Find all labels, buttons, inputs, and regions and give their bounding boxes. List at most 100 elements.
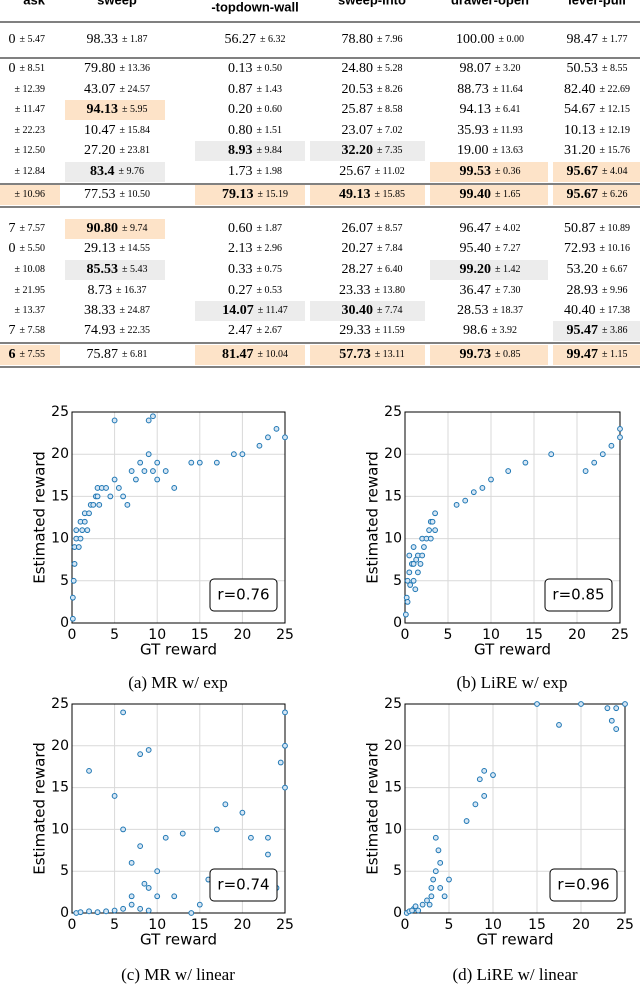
scatter-point [69, 615, 76, 622]
scatter-point [556, 722, 562, 728]
scatter-point [128, 901, 135, 908]
y-tick-label: 20 [51, 446, 69, 462]
table-cell: 94.13 ± 6.41 [460, 102, 521, 117]
x-axis-label: GT reward [477, 931, 554, 949]
scatter-point [426, 527, 432, 534]
cell-std: ± 3.92 [492, 325, 518, 336]
cell-mean: 40.40 [564, 303, 596, 318]
scatter-point [428, 885, 435, 891]
plot-frame [71, 411, 286, 624]
table-cell: 98.47 ± 1.77 [567, 32, 628, 47]
scatter-point [239, 809, 246, 816]
table-cell: 56.27 ± 6.32 [225, 32, 286, 47]
scatter-point [111, 476, 118, 483]
cell-std: ± 13.63 [493, 145, 524, 156]
table-cell: 10.47 ± 15.84 [84, 123, 150, 138]
scatter-point [94, 909, 101, 916]
cell-std: ± 6.81 [122, 349, 148, 360]
scatter-point [239, 451, 246, 458]
scatter-point [69, 594, 76, 601]
cell-highlight [553, 185, 640, 205]
table-cell: 90.80 ± 9.74 [87, 221, 148, 236]
caption: (a) MR w/ exp [128, 673, 228, 692]
cell-std: ± 8.55 [602, 63, 628, 74]
scatter-point [476, 776, 483, 783]
scatter-point [409, 907, 415, 914]
y-tick-label: 10 [384, 821, 402, 837]
scatter-point [77, 535, 84, 542]
cell-std: ± 3.86 [602, 325, 628, 336]
scatter-point [410, 561, 417, 567]
cell-std: ± 22.69 [600, 84, 631, 95]
scatter-point [282, 784, 288, 791]
scatter-point [462, 497, 469, 504]
scatter-point [137, 843, 144, 850]
scatter-point [578, 701, 584, 707]
cell-std: ± 7.35 [377, 145, 403, 156]
x-tick-label: 15 [191, 627, 209, 643]
scatter-point [415, 569, 421, 576]
y-tick-label: 20 [384, 738, 402, 754]
cell-std: ± 24.87 [120, 305, 151, 316]
x-tick-label: 15 [528, 917, 546, 933]
cell-mean: 0.27 [228, 283, 253, 298]
cell-mean: 26.07 [342, 221, 374, 236]
cell-std: ± 0.53 [257, 285, 283, 296]
scatter-point [427, 535, 434, 542]
scatter-point [196, 459, 203, 466]
y-axis-label: Estimated reward [364, 451, 382, 584]
scatter-point [410, 544, 417, 550]
table-cell: 83.4 ± 9.76 [90, 164, 144, 179]
y-axis-label: Estimated reward [364, 742, 382, 875]
y-tick-label: 15 [384, 488, 402, 504]
cell-mean: 56.27 [225, 32, 257, 47]
scatter-point [412, 903, 419, 910]
cell-mean: 35.93 [457, 123, 489, 138]
cell-std: ± 8.51 [20, 63, 46, 74]
scatter-point [77, 909, 84, 916]
x-tick-label: 5 [110, 917, 119, 933]
scatter-point [613, 726, 620, 732]
cell-highlight [553, 321, 640, 341]
cell-std: ± 18.37 [493, 305, 524, 316]
cell-highlight [65, 260, 165, 280]
y-tick-label: 25 [51, 404, 69, 420]
table-cell: 31.20 ± 15.76 [564, 143, 630, 158]
scatter-point [430, 876, 437, 883]
cell-std: ± 12.15 [600, 104, 631, 115]
cell-mean: 99.73 [460, 347, 492, 362]
x-tick-label: 10 [482, 627, 500, 643]
table-cell: 54.67 ± 12.15 [564, 102, 630, 117]
table-cell: 23.33 ± 13.80 [339, 283, 405, 298]
scatter-point [111, 417, 118, 424]
cell-mean: 25.87 [342, 102, 374, 117]
cell-mean: 20.53 [342, 82, 374, 97]
x-axis-label: GT reward [140, 931, 217, 949]
table-cell: 6 ± 7.55 [9, 347, 46, 362]
cell-std: ± 4.02 [495, 223, 521, 234]
scatter-point [150, 413, 156, 420]
table-cell: ± 12.39 [15, 84, 46, 95]
cell-std: ± 15.85 [375, 189, 406, 200]
table-cell: 1.73 ± 1.98 [228, 164, 282, 179]
table-cell: 99.53 ± 0.36 [460, 164, 521, 179]
scatter-point [622, 701, 628, 707]
cell-std: ± 12.84 [15, 166, 46, 177]
scatter-point [617, 434, 623, 441]
annotation: r=0.74 [217, 876, 269, 894]
cell-mean: 85.53 [87, 262, 119, 277]
table-cell: 72.93 ± 10.16 [564, 241, 630, 256]
scatter-point [120, 905, 127, 912]
cell-std: ± 7.55 [20, 349, 46, 360]
table-cell: 27.20 ± 23.81 [84, 143, 150, 158]
cell-std: ± 1.77 [602, 34, 628, 45]
cell-mean: 79.80 [84, 61, 116, 76]
scatter-point [426, 901, 433, 908]
x-tick-label: 0 [401, 627, 410, 643]
cell-std: ± 8.57 [377, 223, 403, 234]
cell-mean: 28.93 [567, 283, 599, 298]
scatter-point [432, 834, 439, 841]
cell-mean: 10.47 [84, 123, 116, 138]
cell-mean: 14.07 [222, 303, 254, 318]
scatter-point [137, 459, 144, 466]
